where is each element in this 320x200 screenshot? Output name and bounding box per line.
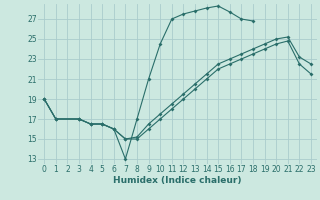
X-axis label: Humidex (Indice chaleur): Humidex (Indice chaleur) bbox=[113, 176, 242, 185]
